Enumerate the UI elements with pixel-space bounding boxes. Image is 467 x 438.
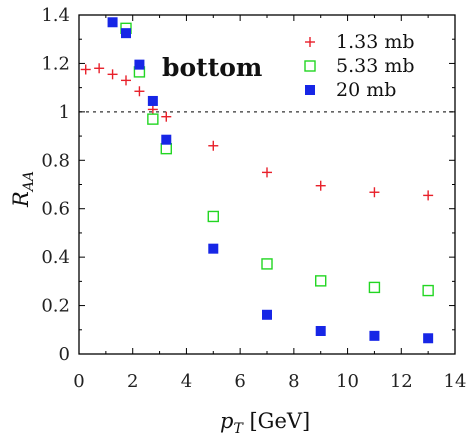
point-1-2 <box>147 113 159 125</box>
point-0-5 <box>147 104 158 115</box>
plot-frame <box>78 14 456 355</box>
x-tick-label: 0 <box>73 371 84 392</box>
y-axis-title-main: R <box>9 191 33 208</box>
point-2-1 <box>121 28 131 39</box>
point-2-5 <box>208 243 219 254</box>
legend-marker-0 <box>305 37 315 47</box>
point-0-6 <box>161 111 172 122</box>
series-2 <box>107 17 434 344</box>
y-tick-label: 1.4 <box>41 5 70 26</box>
y-tick-label: 0.2 <box>41 296 70 317</box>
y-axis-title: RAA <box>9 171 37 208</box>
point-0-10 <box>369 187 380 198</box>
legend-marker-1 <box>304 60 316 72</box>
point-0-7 <box>208 140 219 151</box>
x-axis-title-main: p <box>220 409 233 433</box>
x-tick-label: 10 <box>336 371 359 392</box>
point-2-7 <box>315 325 326 336</box>
legend-label-0: 1.33 mb <box>336 31 415 53</box>
y-tick-label: 1.2 <box>41 53 70 74</box>
point-2-2 <box>134 59 145 70</box>
point-1-4 <box>207 210 219 223</box>
point-1-6 <box>315 275 327 287</box>
x-tick-label: 6 <box>234 371 245 392</box>
x-tick-label: 4 <box>181 371 192 392</box>
point-0-0 <box>80 64 91 75</box>
point-0-4 <box>134 86 145 97</box>
y-tick-label: 1 <box>59 102 70 123</box>
x-axis-title-unit: [GeV] <box>243 409 310 433</box>
y-tick-label: 0.8 <box>41 150 70 171</box>
point-2-3 <box>147 95 158 106</box>
x-tick-label: 14 <box>444 371 467 392</box>
y-tick-label: 0.4 <box>41 247 70 268</box>
y-axis-title-sub: AA <box>21 171 37 193</box>
point-1-5 <box>261 258 273 270</box>
point-0-2 <box>107 69 118 80</box>
x-axis-title: pT [GeV] <box>220 409 310 437</box>
data-points <box>80 17 434 344</box>
point-2-4 <box>161 134 172 145</box>
point-2-8 <box>369 330 380 341</box>
y-tick-label: 0.6 <box>41 199 70 220</box>
point-0-1 <box>94 63 105 74</box>
plot-area <box>78 14 456 355</box>
panel-label: bottom <box>162 53 262 82</box>
x-tick-label: 12 <box>390 371 413 392</box>
point-1-7 <box>368 281 381 294</box>
x-axis-title-sub: T <box>233 421 244 437</box>
x-tick-label: 8 <box>288 371 299 392</box>
x-tick-labels: 0 2 4 6 8 10 12 14 <box>73 371 466 392</box>
point-2-9 <box>423 333 434 344</box>
point-2-0 <box>107 17 118 28</box>
y-tick-labels: 0 0.2 0.4 0.6 0.8 1 1.2 1.4 <box>41 5 70 365</box>
point-0-9 <box>315 180 326 191</box>
point-0-8 <box>262 167 272 178</box>
legend-label-1: 5.33 mb <box>336 55 415 77</box>
legend-marker-2 <box>305 85 315 95</box>
point-1-8 <box>422 284 434 297</box>
point-0-3 <box>121 75 131 86</box>
point-0-11 <box>423 190 434 201</box>
point-2-6 <box>262 309 272 320</box>
x-tick-label: 2 <box>127 371 138 392</box>
y-tick-label: 0 <box>59 344 70 365</box>
legend-label-2: 20 mb <box>336 79 396 101</box>
series-0 <box>80 63 434 201</box>
